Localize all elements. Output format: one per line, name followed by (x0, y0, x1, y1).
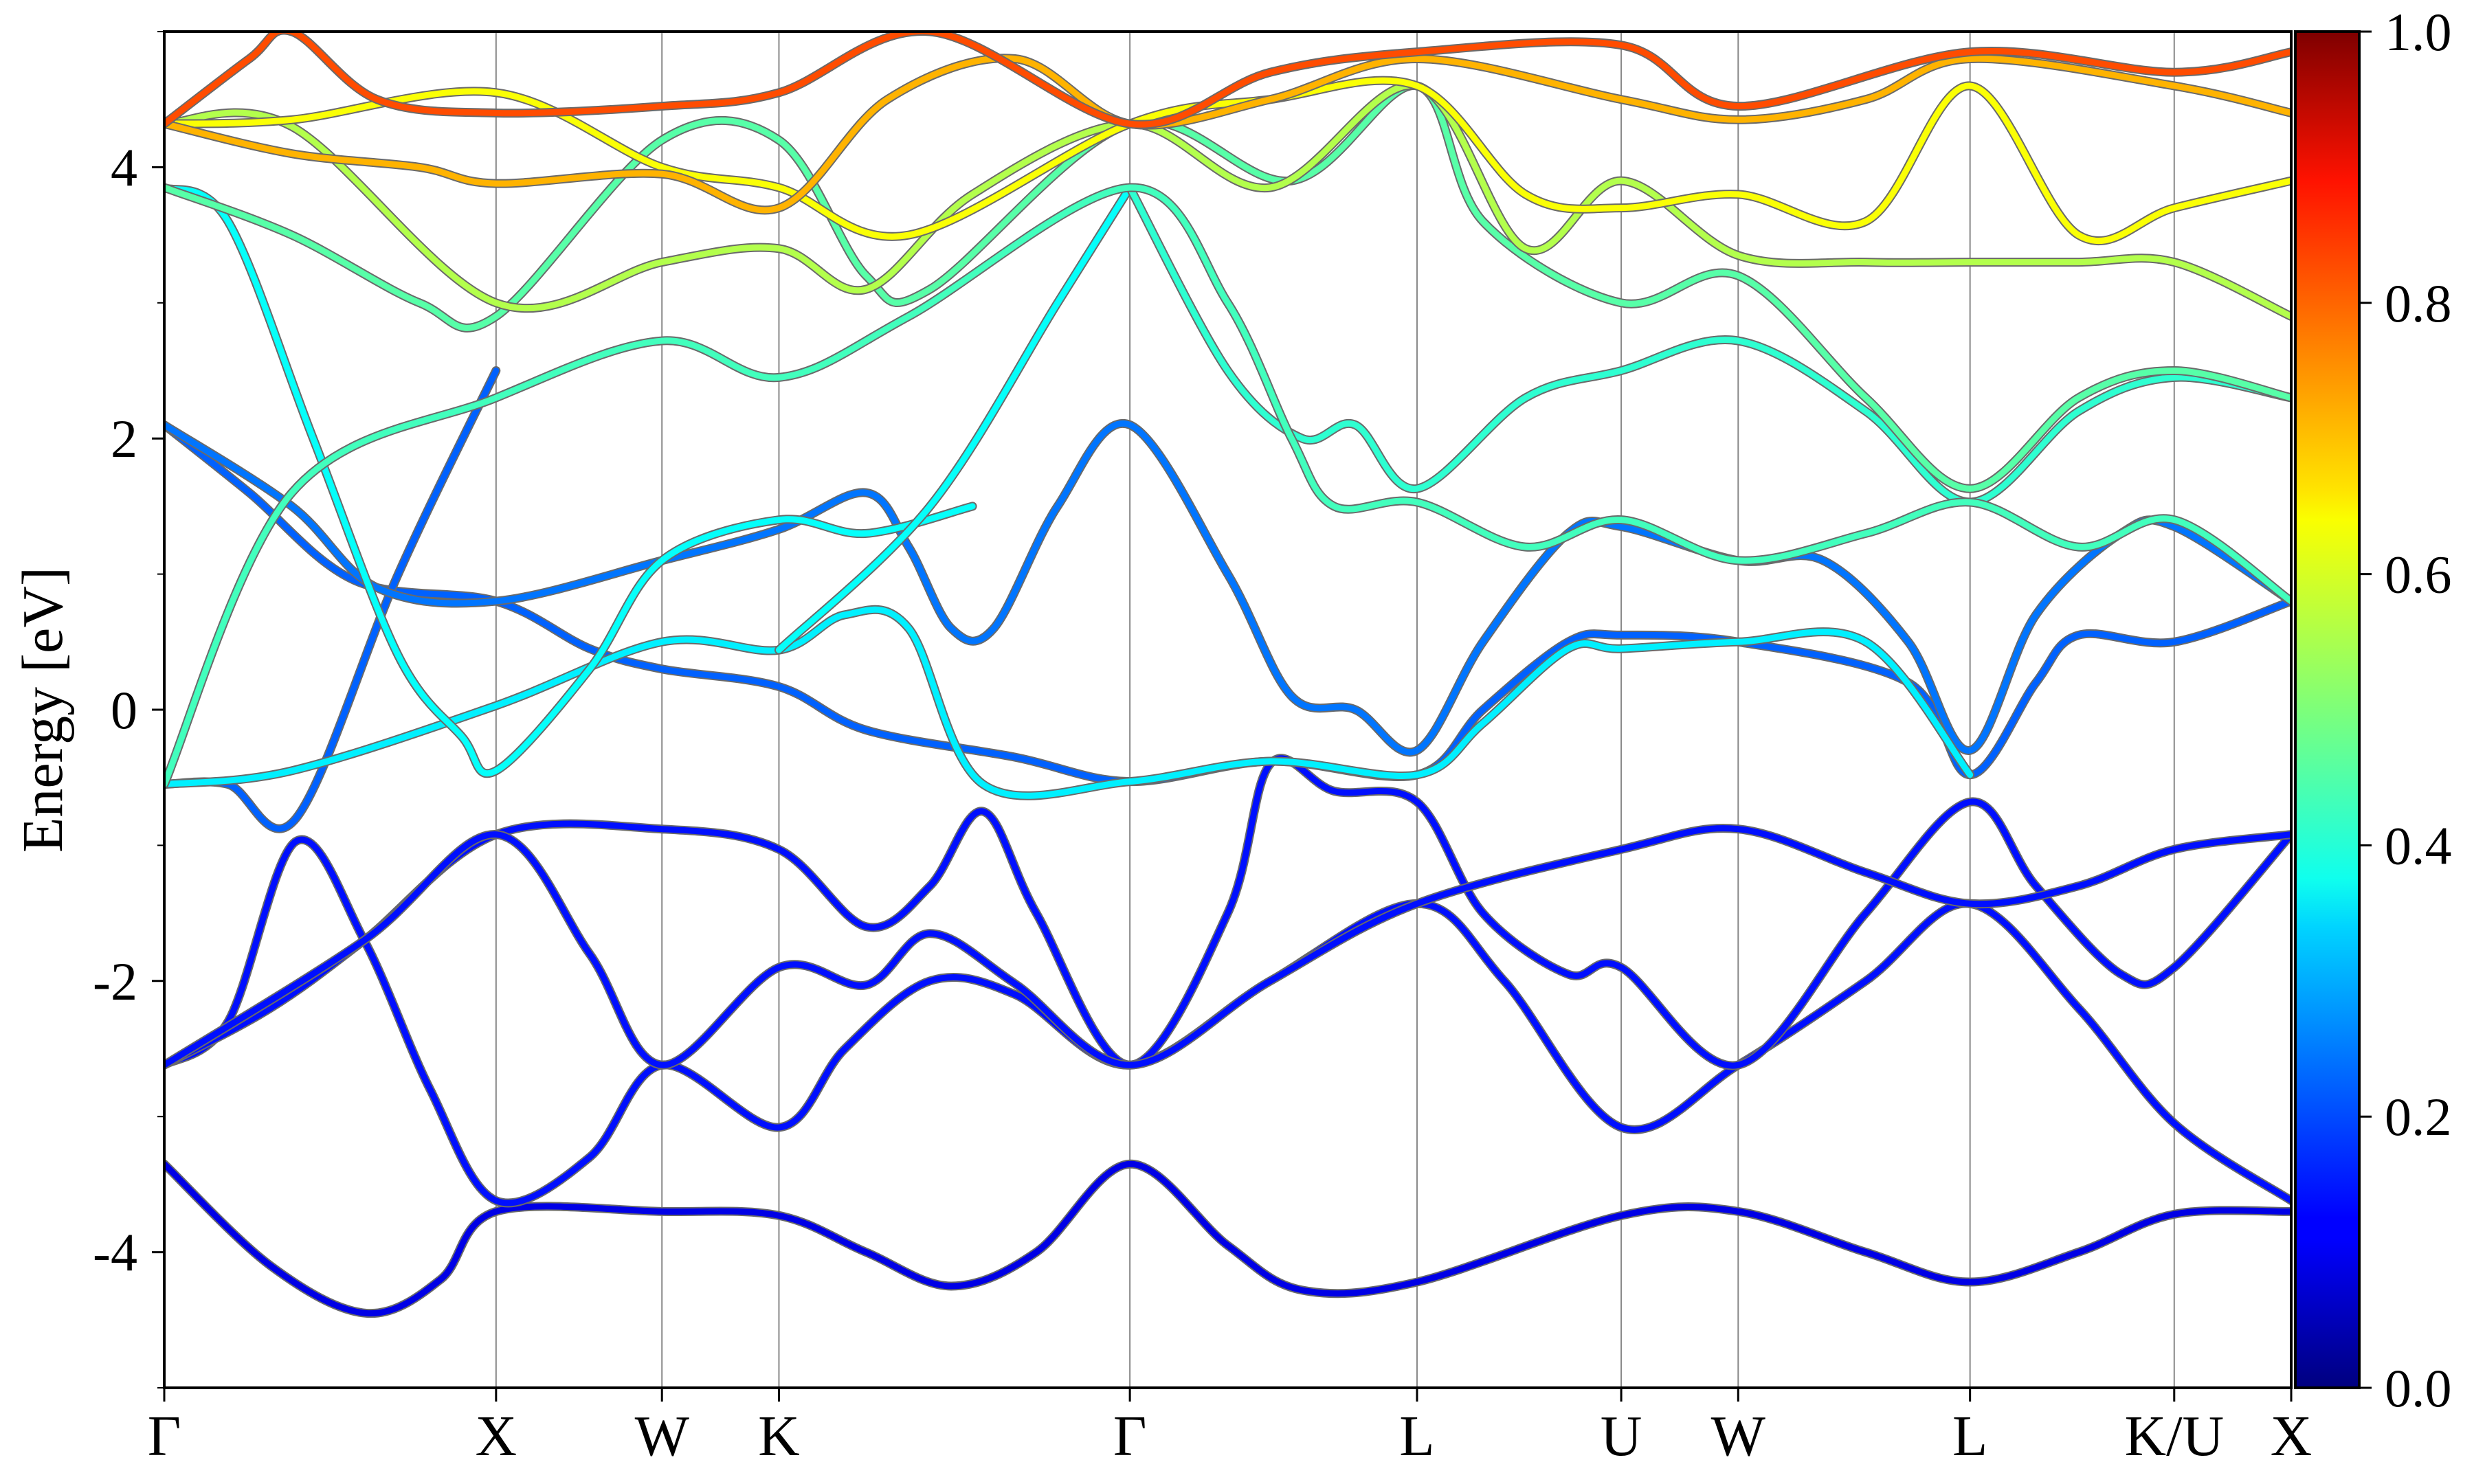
k-point-label: L (1952, 1404, 1987, 1468)
k-point-label: X (475, 1404, 517, 1468)
band-1 (164, 1160, 2291, 1317)
band-4-outline (164, 824, 2291, 1070)
colorbar-tick-label: 0.0 (2385, 1358, 2452, 1418)
k-point-label: W (1711, 1404, 1766, 1468)
colorbar-tick-label: 1.0 (2385, 2, 2452, 62)
band-11 (164, 184, 2291, 788)
y-tick-label: 4 (111, 137, 137, 197)
band-3 (164, 755, 2291, 1069)
k-point-label: U (1601, 1404, 1642, 1468)
colorbar: 0.0 0.2 0.4 0.6 0.8 1.0 (2294, 2, 2452, 1418)
colorbar-tick-label: 0.8 (2385, 273, 2452, 333)
k-point-label: Γ (148, 1404, 181, 1468)
y-tick-label: 2 (111, 409, 137, 469)
k-point-label: K/U (2124, 1404, 2224, 1468)
band-2-outline (164, 835, 2291, 1208)
band-12 (164, 82, 2291, 492)
band-6 (164, 420, 2291, 756)
band-4 (164, 825, 2291, 1068)
y-tick-label: 0 (111, 680, 137, 740)
band-9 (164, 184, 976, 777)
band-15 (164, 77, 2291, 245)
band-10-outline (774, 183, 1135, 655)
band-10 (775, 184, 1133, 653)
x-axis: Γ X W K Γ L U W L K/U X (148, 1388, 2313, 1468)
band-16 (164, 55, 2291, 214)
y-tick-label: -2 (93, 952, 137, 1011)
band-17 (164, 32, 2291, 128)
band-9-outline (164, 183, 977, 778)
k-point-label: Γ (1113, 1404, 1147, 1468)
k-point-label: K (758, 1404, 800, 1468)
band-16-outline (164, 54, 2291, 215)
band-14 (164, 82, 2291, 320)
bands (164, 32, 2291, 1318)
band-14-outline (164, 80, 2291, 322)
band-6-outline (164, 418, 2291, 757)
band-12-outline (164, 81, 2291, 493)
colorbar-gradient (2294, 30, 2361, 1389)
band-2 (164, 836, 2291, 1206)
band-8 (164, 606, 1974, 799)
k-point-label: L (1399, 1404, 1434, 1468)
colorbar-tick-label: 0.4 (2385, 816, 2452, 875)
k-point-label: X (2271, 1404, 2313, 1468)
y-axis-label: Energy [eV] (11, 567, 75, 853)
colorbar-tick-label: 0.2 (2385, 1087, 2452, 1147)
colorbar-tick-label: 0.6 (2385, 545, 2452, 605)
y-axis: -4 -2 0 2 4 (93, 31, 164, 1389)
k-point-label: W (635, 1404, 690, 1468)
y-tick-label: -4 (93, 1223, 137, 1283)
